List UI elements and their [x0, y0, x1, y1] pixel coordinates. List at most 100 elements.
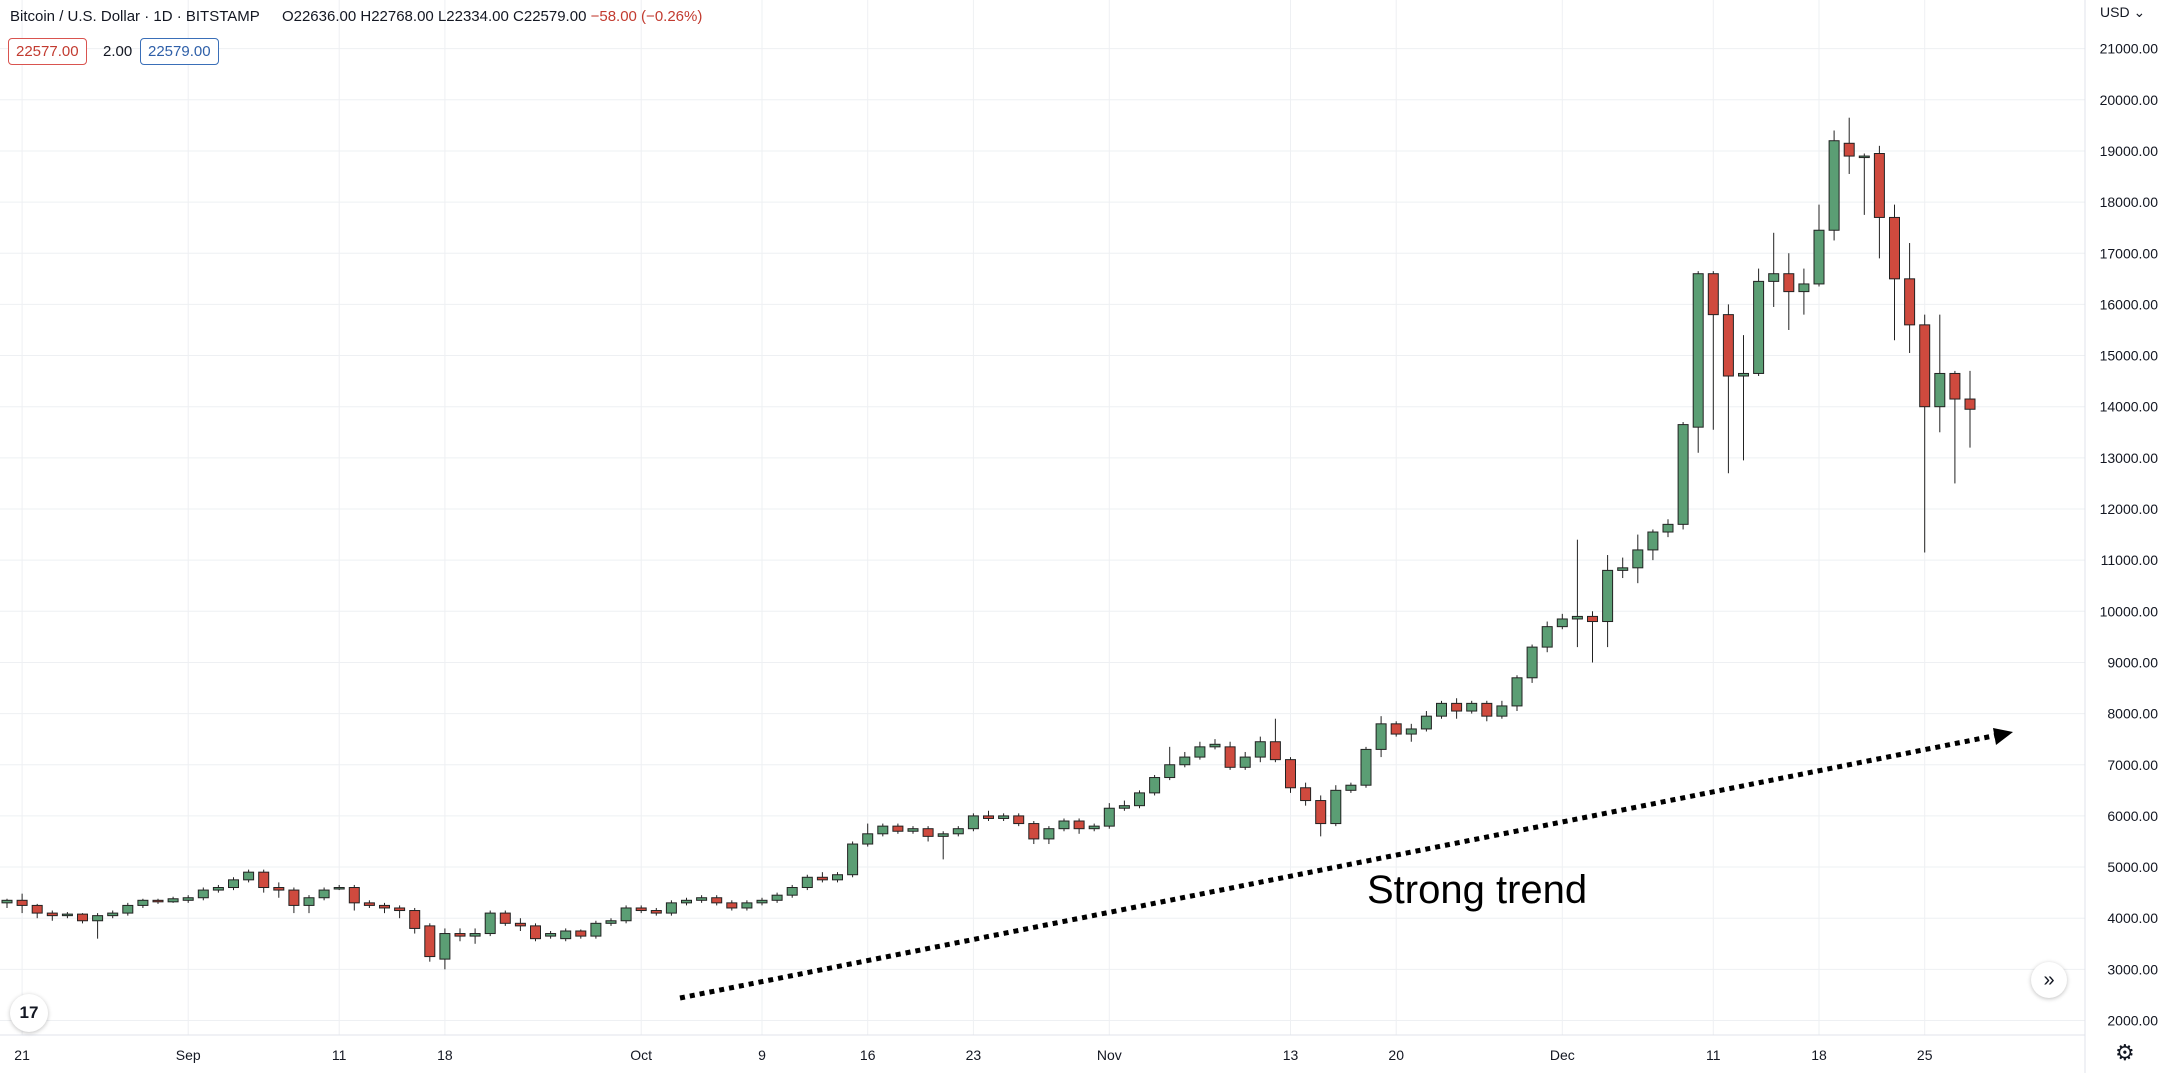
candle-body: [650, 910, 662, 914]
annotation-text: Strong trend: [1367, 868, 1588, 912]
candle-body: [303, 897, 315, 906]
candle-body: [1889, 216, 1900, 280]
candle-body: [907, 828, 919, 832]
candle: [379, 902, 390, 914]
candle-body: [1028, 823, 1040, 840]
y-tick-label: 6000.00: [2107, 808, 2158, 824]
x-tick-label: 11: [332, 1047, 347, 1063]
y-tick-label: 17000.00: [2100, 245, 2159, 261]
candle: [1481, 700, 1493, 722]
candle-body: [1149, 777, 1161, 794]
candle: [832, 872, 843, 883]
candle-body: [575, 930, 587, 937]
candle: [756, 897, 768, 906]
candle: [363, 900, 375, 908]
candle-body: [877, 825, 889, 835]
candle: [1164, 746, 1176, 781]
y-tick-label: 21000.00: [2100, 41, 2159, 57]
candle-body: [394, 907, 406, 912]
candle-body: [1103, 807, 1115, 827]
candle: [696, 895, 708, 903]
candle: [1919, 314, 1931, 553]
y-tick-label: 3000.00: [2107, 961, 2158, 977]
candle-body: [1617, 567, 1629, 571]
time-axis[interactable]: 21 Sep 11 18 Oct 9 16 23 Nov 13 20 Dec 11 18 25: [14, 1047, 1932, 1063]
candle: [847, 841, 859, 878]
legend-change: −58.00 (−0.26%): [590, 8, 703, 25]
candle: [862, 823, 874, 847]
x-tick-label: 13: [1283, 1047, 1299, 1063]
legend-open: O22636.00: [281, 8, 357, 25]
candle: [243, 869, 255, 883]
candle-body: [832, 874, 843, 881]
candle: [1300, 782, 1312, 806]
candle: [605, 918, 617, 926]
candle: [1647, 529, 1659, 561]
y-tick-label: 4000.00: [2107, 910, 2158, 926]
tradingview-logo-icon[interactable]: 17: [10, 994, 48, 1032]
sell-price-button[interactable]: 22577.00: [8, 38, 87, 65]
candle: [575, 929, 587, 939]
candle: [1843, 117, 1855, 174]
candle: [318, 887, 330, 901]
candle: [1889, 204, 1900, 341]
candle-body: [1707, 273, 1719, 316]
candle: [409, 907, 421, 934]
candle-body: [1073, 820, 1085, 830]
candle: [1813, 204, 1825, 287]
candle: [228, 877, 239, 891]
candle: [1043, 826, 1055, 845]
candle: [1738, 335, 1749, 461]
candle: [1466, 700, 1478, 714]
candle: [107, 910, 119, 919]
candle-body: [696, 897, 708, 901]
scroll-to-realtime-button[interactable]: »: [2031, 962, 2067, 998]
candle-body: [545, 933, 557, 937]
candle: [499, 910, 511, 926]
candle: [922, 826, 934, 842]
gear-icon[interactable]: ⚙: [2115, 1040, 2135, 1065]
candle-body: [1692, 273, 1704, 428]
candle: [348, 884, 360, 911]
candle-body: [1738, 372, 1749, 377]
candle-body: [1466, 702, 1478, 712]
price-axis[interactable]: 2000.00 3000.00 4000.00 5000.00 6000.00 7000.…: [2100, 41, 2159, 1029]
candle: [1707, 271, 1719, 430]
candle: [1254, 736, 1266, 763]
candle-body: [1254, 741, 1266, 758]
candle: [16, 893, 28, 914]
symbol-title[interactable]: Bitcoin / U.S. Dollar · 1D · BITSTAMP: [10, 8, 260, 25]
chart-legend: Bitcoin / U.S. Dollar · 1D · BITSTAMP O2…: [10, 8, 702, 25]
candle: [152, 898, 164, 904]
candle-body: [273, 887, 285, 891]
x-tick-label: 9: [758, 1047, 766, 1063]
candle-body: [1088, 825, 1100, 830]
candle: [182, 895, 194, 903]
candle-body: [1405, 728, 1417, 735]
candle: [1149, 774, 1161, 796]
candle-body: [409, 910, 421, 929]
trend-arrowhead: [1993, 728, 2013, 745]
candle-body: [1375, 723, 1387, 750]
candle-body: [1209, 743, 1221, 748]
x-tick-label: Sep: [176, 1047, 201, 1063]
y-tick-label: 16000.00: [2100, 296, 2159, 312]
candle-body: [258, 871, 270, 889]
candle: [1239, 751, 1251, 770]
candle: [1224, 741, 1236, 770]
candle: [1798, 268, 1810, 315]
candle-body: [1949, 372, 1961, 400]
candle: [46, 910, 58, 921]
spread-value: 2.00: [103, 43, 133, 60]
candle-body: [499, 912, 511, 924]
buy-price-button[interactable]: 22579.00: [140, 38, 219, 65]
candle-body: [1451, 702, 1463, 712]
y-tick-label: 20000.00: [2100, 92, 2159, 108]
candle: [967, 813, 979, 832]
candle-body: [1269, 741, 1281, 761]
candle: [1088, 823, 1100, 832]
currency-selector[interactable]: USD ⌄: [2100, 4, 2145, 21]
candle-body: [288, 889, 300, 906]
candle-body: [1194, 746, 1206, 758]
